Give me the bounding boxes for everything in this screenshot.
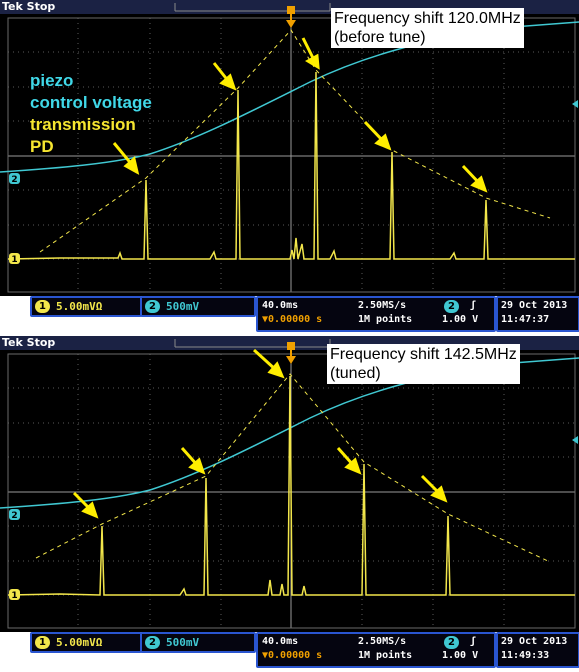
ch1-badge: 1 [35,636,50,649]
date: 29 Oct 2013 [501,300,568,311]
scope-status: Tek Stop [2,0,55,13]
legend-control-voltage: control voltage [30,93,152,112]
ch1-ground-marker-icon: 1 [9,253,20,265]
svg-text:1: 1 [11,591,17,601]
ch2-scale-readout[interactable]: 2 500mV [140,296,256,317]
svg-text:2: 2 [11,511,17,521]
status-bar: 1 5.00mVΩ 2 500mV 40.0ms 2.50MS/s ▼0.000… [0,632,579,672]
legend-transmission: transmission [30,115,136,134]
ch2-ground-marker-icon: 2 [9,173,20,185]
ch2-scale: 500mV [166,636,200,649]
time: 11:47:37 [501,314,550,325]
trigger-slope: ʃ [470,636,477,647]
annotation-line2: (before tune) [334,29,426,46]
trigger-level: 1.00 V [442,650,479,661]
annotation-line1: Frequency shift 142.5MHz [330,346,517,363]
status-text: Tek Stop [2,0,56,13]
ch2-scale-readout[interactable]: 2 500mV [140,632,256,653]
status-text: Tek Stop [2,336,56,349]
sample-rate: 2.50MS/s [358,636,407,647]
scope-screen: 2 1 [0,336,579,632]
ch1-scale-readout[interactable]: 1 5.00mVΩ [30,296,142,317]
ch1-scale: 5.00mVΩ [56,636,103,649]
svg-text:2: 2 [11,175,17,185]
svg-text:1: 1 [11,255,17,265]
envelope-dashed [39,29,551,253]
horizontal-readout[interactable]: 40.0ms 2.50MS/s ▼0.00000 s 1M points 2 ʃ… [256,632,496,668]
scope-status: Tek Stop [2,336,55,349]
record-length: 1M points [358,650,413,661]
trigger-marker-icon [286,342,296,364]
ch1-trace [7,71,575,260]
ch1-trace [7,375,575,596]
ch1-scale-readout[interactable]: 1 5.00mVΩ [30,632,142,653]
ch2-badge: 2 [145,636,160,649]
legend: piezo control voltage transmission PD [30,70,152,158]
trigger-position: ▼0.00000 s [262,314,323,325]
timestamp: 29 Oct 2013 11:49:33 [496,632,579,668]
timebase: 40.0ms [262,300,299,311]
ch1-scale: 5.00mVΩ [56,300,103,313]
trigger-slope: ʃ [470,300,477,311]
ch2-ground-marker-icon: 2 [9,509,20,521]
scope-panel-before-tune: 2 1 Tek Stop Frequency shift 120.0MHz (b… [0,0,579,336]
ch2-offset-arrow-icon [572,436,578,444]
ch1-badge: 1 [35,300,50,313]
annotation-line1: Frequency shift 120.0MHz [334,10,521,27]
sample-rate: 2.50MS/s [358,300,407,311]
status-bar: 1 5.00mVΩ 2 500mV 40.0ms 2.50MS/s ▼0.000… [0,296,579,336]
trigger-position: ▼0.00000 s [262,650,323,661]
legend-pd: PD [30,137,54,156]
date: 29 Oct 2013 [501,636,568,647]
ch2-offset-arrow-icon [572,100,578,108]
record-length: 1M points [358,314,413,325]
trigger-channel-badge: 2 [444,636,459,649]
ch2-scale: 500mV [166,300,200,313]
scope-panel-tuned: 2 1 Tek Stop Frequency shift 142.5MHz (t… [0,336,579,672]
legend-piezo: piezo [30,71,74,90]
annotation-line2: (tuned) [330,365,381,382]
scope-screen: 2 1 [0,0,579,296]
timebase: 40.0ms [262,636,299,647]
trigger-level: 1.00 V [442,314,479,325]
time: 11:49:33 [501,650,550,661]
horizontal-readout[interactable]: 40.0ms 2.50MS/s ▼0.00000 s 1M points 2 ʃ… [256,296,496,332]
envelope-dashed [35,373,551,563]
timestamp: 29 Oct 2013 11:47:37 [496,296,579,332]
ch1-ground-marker-icon: 1 [9,589,20,601]
frequency-annotation: Frequency shift 142.5MHz (tuned) [327,344,520,384]
frequency-annotation: Frequency shift 120.0MHz (before tune) [331,8,524,48]
trigger-marker-icon [286,6,296,28]
trigger-channel-badge: 2 [444,300,459,313]
ch2-badge: 2 [145,300,160,313]
